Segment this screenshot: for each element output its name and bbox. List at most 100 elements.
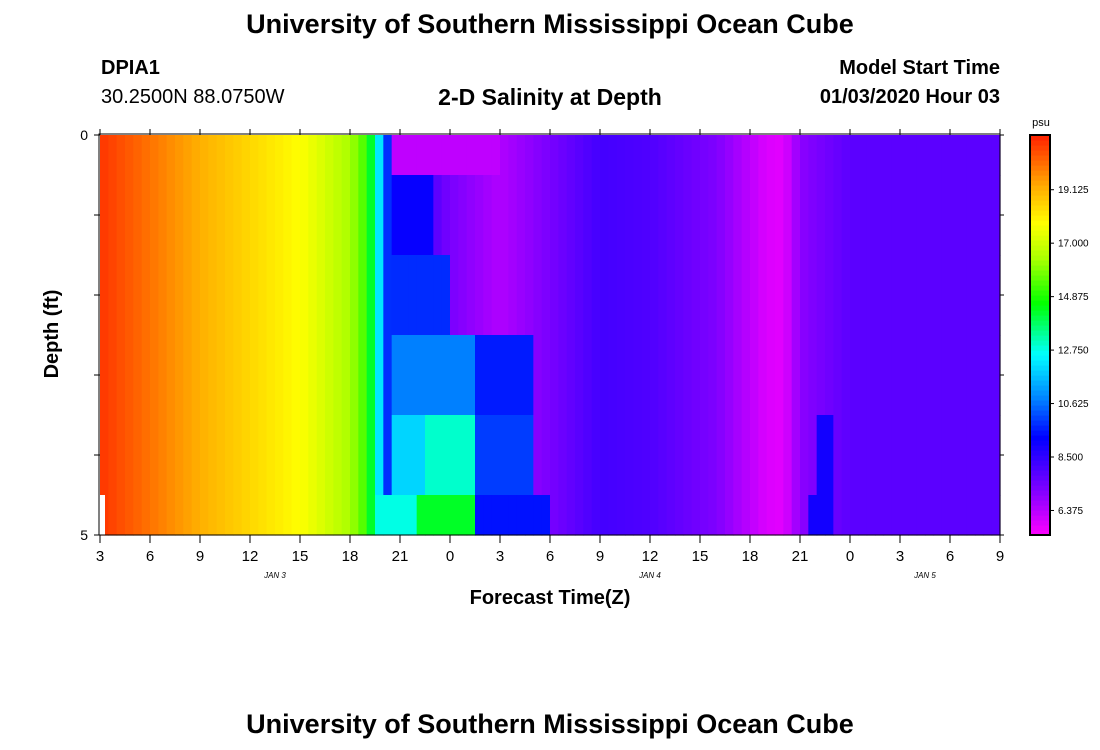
heatmap-cell [200, 495, 209, 536]
heatmap-cell [800, 135, 809, 176]
colorbar-segment [1030, 430, 1050, 436]
heatmap-cell [783, 495, 793, 536]
heatmap-cell [616, 135, 626, 176]
heatmap-cell [625, 415, 634, 496]
heatmap-cell [400, 135, 409, 176]
heatmap-cell [550, 495, 559, 536]
heatmap-cell [116, 415, 126, 496]
heatmap-cell [750, 175, 759, 256]
heatmap-cell [458, 175, 468, 256]
heatmap-cell [108, 335, 118, 416]
heatmap-cell [600, 335, 609, 416]
heatmap-cell [483, 415, 493, 496]
heatmap-cell [650, 175, 659, 256]
heatmap-cell [183, 255, 193, 336]
heatmap-cell [725, 175, 734, 256]
colorbar-frame [1029, 134, 1051, 536]
heatmap-cell [116, 255, 126, 336]
heatmap-cell [891, 135, 901, 176]
colorbar-segment [1030, 395, 1050, 401]
colorbar-segment [1030, 475, 1050, 481]
heatmap-cell [750, 415, 759, 496]
heatmap-cell [983, 135, 993, 176]
heatmap-cell [216, 255, 226, 336]
missing-data-gap [100, 495, 105, 535]
colorbar-segment [1030, 230, 1050, 236]
heatmap-cell [691, 495, 701, 536]
heatmap-cell [733, 335, 743, 416]
heatmap-cell [133, 255, 143, 336]
colorbar-segment [1030, 220, 1050, 226]
heatmap-cell [450, 335, 459, 416]
heatmap-cell [133, 415, 143, 496]
heatmap-cell [475, 175, 484, 256]
heatmap-cell [783, 335, 793, 416]
heatmap-cell [950, 415, 959, 496]
heatmap-cell [941, 255, 951, 336]
heatmap-cell [825, 175, 834, 256]
heatmap-cell [158, 255, 168, 336]
heatmap-cell [850, 495, 859, 536]
heatmap-cell [808, 175, 818, 256]
heatmap-cell [650, 135, 659, 176]
heatmap-cell [950, 255, 959, 336]
heatmap-cell [775, 495, 784, 536]
heatmap-cell [166, 255, 176, 336]
heatmap-cell [491, 335, 501, 416]
colorbar-segment [1030, 385, 1050, 391]
heatmap-cell [866, 495, 876, 536]
heatmap-cell [108, 495, 118, 536]
heatmap-cell [533, 255, 543, 336]
heatmap-cell [975, 335, 984, 416]
heatmap-cell [125, 335, 134, 416]
heatmap-cell [150, 135, 159, 176]
heatmap-cell [258, 135, 268, 176]
heatmap-cell [966, 415, 976, 496]
heatmap-cell [891, 335, 901, 416]
colorbar-units-label: psu [1032, 117, 1050, 129]
heatmap-cell [700, 175, 709, 256]
heatmap-cell [925, 175, 934, 256]
heatmap-cell [375, 415, 384, 496]
heatmap-cell [408, 335, 418, 416]
heatmap-cell [633, 415, 643, 496]
heatmap-cell [316, 415, 326, 496]
heatmap-cell [416, 135, 426, 176]
heatmap-cell [766, 255, 776, 336]
colorbar-segment [1030, 470, 1050, 476]
heatmap-cell [300, 175, 309, 256]
heatmap-cell [516, 135, 526, 176]
heatmap-cell [775, 135, 784, 176]
heatmap-cell [283, 135, 293, 176]
heatmap-cell [275, 335, 284, 416]
colorbar-segment [1030, 290, 1050, 296]
heatmap-cell [733, 255, 743, 336]
heatmap-cell [625, 495, 634, 536]
heatmap-cell [833, 415, 843, 496]
heatmap-cell [350, 495, 359, 536]
heatmap-cell [158, 415, 168, 496]
heatmap-cell [808, 335, 818, 416]
heatmap-cell [850, 415, 859, 496]
heatmap-cell [391, 255, 401, 336]
heatmap-cell [858, 335, 868, 416]
heatmap-cell [991, 255, 1001, 336]
heatmap-cell [816, 175, 826, 256]
heatmap-cell [900, 495, 909, 536]
heatmap-cell [858, 495, 868, 536]
heatmap-cell [566, 495, 576, 536]
heatmap-cell [258, 335, 268, 416]
colorbar-segment [1030, 335, 1050, 341]
heatmap-cell [791, 255, 801, 336]
y-tick-label: 5 [80, 527, 88, 543]
heatmap-cell [558, 495, 568, 536]
heatmap-cell [583, 135, 593, 176]
heatmap-cell [558, 335, 568, 416]
heatmap-cell [333, 175, 343, 256]
heatmap-cell [316, 495, 326, 536]
heatmap-cell [541, 335, 551, 416]
heatmap-cell [391, 415, 401, 496]
heatmap-cell [433, 415, 443, 496]
heatmap-cell [908, 135, 918, 176]
heatmap-cell [658, 255, 668, 336]
